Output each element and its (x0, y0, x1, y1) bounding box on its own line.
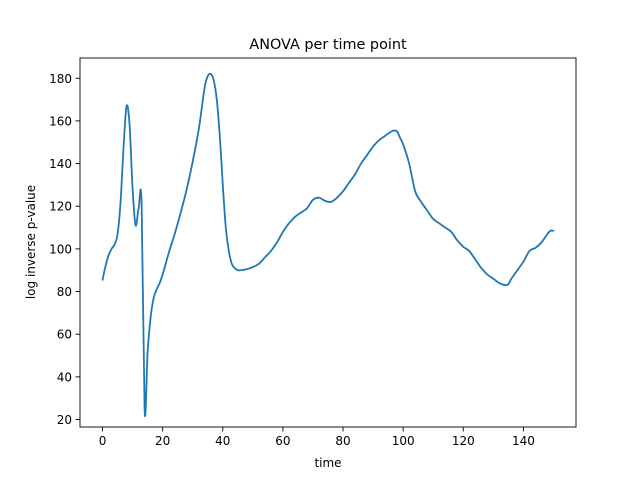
y-tick-label: 20 (57, 413, 72, 427)
x-tick-label: 120 (452, 434, 475, 448)
x-axis-label: time (314, 456, 341, 470)
y-tick-label: 80 (57, 285, 72, 299)
plot-area-frame (79, 57, 577, 428)
series-line (101, 72, 555, 417)
y-tick-label: 140 (49, 157, 72, 171)
x-tick-label: 20 (155, 434, 170, 448)
y-tick-label: 100 (49, 242, 72, 256)
x-tick-label: 100 (392, 434, 415, 448)
y-tick-label: 180 (49, 72, 72, 86)
x-tick-label: 140 (512, 434, 535, 448)
x-tick-label: 40 (215, 434, 230, 448)
y-tick-label: 120 (49, 200, 72, 214)
y-tick-label: 40 (57, 370, 72, 384)
y-axis-label: log inverse p-value (24, 185, 38, 299)
x-tick-label: 0 (99, 434, 107, 448)
x-tick-label: 60 (275, 434, 290, 448)
y-tick-label: 60 (57, 328, 72, 342)
x-tick-label: 80 (335, 434, 350, 448)
axis-ticks: 0 20 40 60 80 100 120 140 20 40 60 80 100 120 140 160 18… (49, 72, 535, 448)
y-tick-label: 160 (49, 114, 72, 128)
chart-title: ANOVA per time point (249, 37, 407, 53)
